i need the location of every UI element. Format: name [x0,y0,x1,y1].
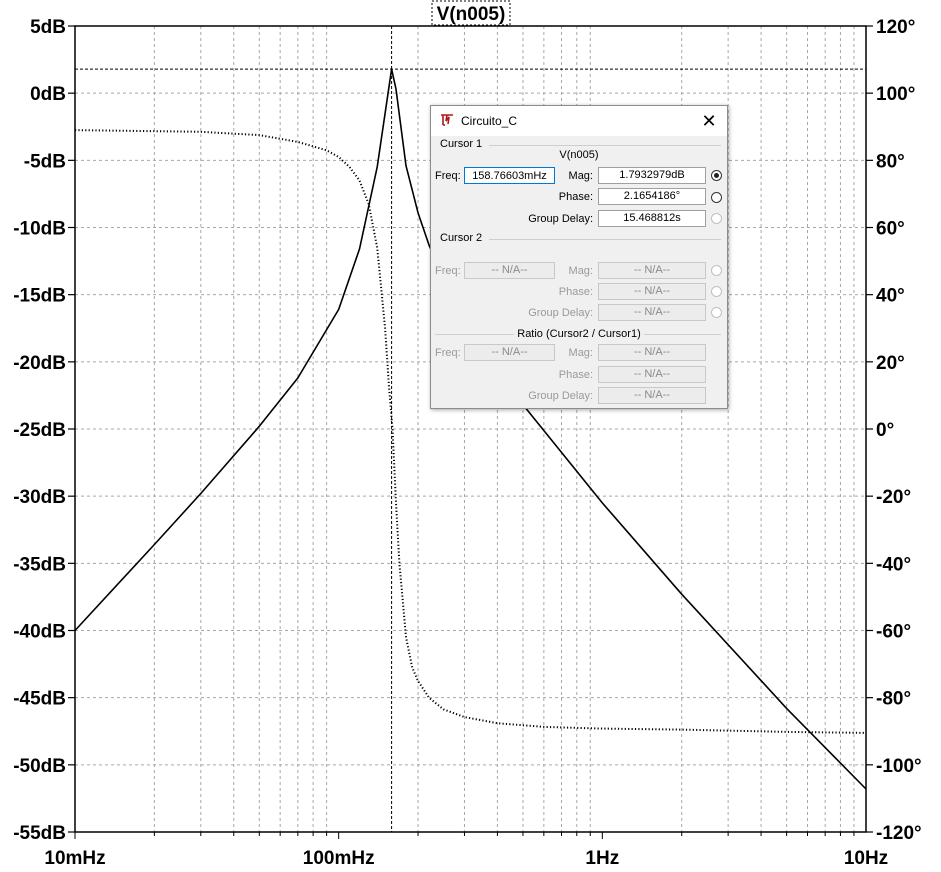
y-left-tick-label: -25dB [13,420,66,441]
y-right-tick-label: 60° [876,219,905,240]
cursor2-phase-radio[interactable] [711,286,722,297]
y-left-tick-label: 0dB [30,84,66,105]
cursor1-phase-label: Phase: [558,191,593,203]
y-left-tick-label: -30dB [13,487,66,508]
cursor2-group-delay-radio[interactable] [711,307,722,318]
y-left-tick-label: -50dB [13,756,66,777]
trace-title-box [431,0,511,26]
y-right-tick-label: 40° [876,286,905,307]
cursor1-group-delay-radio[interactable] [711,213,722,224]
y-left-tick-label: -45dB [13,689,66,710]
cursor1-mag-label: Mag: [568,170,593,182]
cursor1-mag-radio[interactable] [711,170,722,181]
ratio-phase-value: -- N/A-- [598,366,706,383]
cursor2-freq-value: -- N/A-- [464,262,555,279]
x-tick-label: 1Hz [585,848,619,869]
y-right-tick-label: -40° [876,554,911,575]
cursor2-mag-radio[interactable] [711,265,722,276]
magnitude-trace [74,68,867,790]
ratio-group-delay-label: Group Delay: [528,390,593,402]
y-right-tick-label: 120° [876,17,915,38]
dialog-title: Circuito_C [461,114,518,128]
series-layer [74,68,867,790]
cursor1-heading: Cursor 1 [440,138,483,150]
x-tick-label: 10Hz [844,848,888,869]
ratio-heading-text: Ratio (Cursor2 / Cursor1) [514,328,644,340]
y-left-tick-label: -20dB [13,353,66,374]
ratio-phase-label: Phase: [558,369,593,381]
cursor2-group-delay-label: Group Delay: [528,307,593,319]
axis-labels: 10mHz 100mHz 1Hz 10Hz 5dB 0dB -5dB -10dB -15dB -2… [13,17,921,869]
ratio-group-delay-value: -- N/A-- [598,387,706,404]
dialog-titlebar[interactable]: Circuito_C ✕ [431,106,727,136]
cursor-layer[interactable] [75,26,866,832]
cursor2-divider [489,239,721,240]
cursor1-divider [489,145,721,146]
cursor1-freq-input[interactable] [464,167,555,184]
y-right-tick-label: -100° [876,756,922,777]
y-right-tick-label: -60° [876,622,911,643]
cursor2-phase-label: Phase: [558,286,593,298]
y-right-tick-label: 0° [876,420,894,441]
cursor1-mag-value: 1.7932979dB [598,167,706,184]
ratio-mag-value: -- N/A-- [598,344,706,361]
y-left-tick-label: -40dB [13,622,66,643]
cursor2-mag-label: Mag: [568,265,593,277]
y-right-tick-label: -20° [876,487,911,508]
ratio-mag-label: Mag: [568,347,593,359]
cursor2-group-delay-value: -- N/A-- [598,304,706,321]
y-right-tick-label: 20° [876,353,905,374]
cursor1-trace-name: V(n005) [559,149,599,161]
x-tick-label: 10mHz [44,848,105,869]
ratio-heading: Ratio (Cursor2 / Cursor1) [431,328,727,340]
cursor-dialog[interactable]: Circuito_C ✕ Cursor 1 V(n005) Freq: Mag:… [430,105,728,409]
y-left-tick-label: -35dB [13,554,66,575]
ratio-freq-value: -- N/A-- [464,344,555,361]
close-button[interactable]: ✕ [699,111,719,131]
y-right-tick-label: -120° [876,823,922,844]
y-left-tick-label: 5dB [30,17,66,38]
ltspice-app-icon [441,114,453,126]
y-right-tick-label: 100° [876,84,915,105]
y-left-tick-label: -55dB [13,823,66,844]
axis-ticks [68,25,873,839]
cursor1-group-delay-label: Group Delay: [528,213,593,225]
ratio-freq-label: Freq: [435,347,461,359]
cursor1-group-delay-value: 15.468812s [598,210,706,227]
trace-title[interactable]: V(n005) [437,4,506,25]
cursor2-freq-label: Freq: [435,265,461,277]
cursor2-mag-value: -- N/A-- [598,262,706,279]
cursor2-phase-value: -- N/A-- [598,283,706,300]
close-icon: ✕ [701,111,717,131]
y-left-tick-label: -10dB [13,219,66,240]
x-tick-label: 100mHz [303,848,375,869]
cursor1-phase-value: 2.1654186° [598,188,706,205]
y-right-tick-label: 80° [876,151,905,172]
cursor1-freq-label: Freq: [435,170,461,182]
y-right-tick-label: -80° [876,689,911,710]
cursor1-phase-radio[interactable] [711,192,722,203]
y-left-tick-label: -15dB [13,286,66,307]
cursor2-heading: Cursor 2 [440,232,483,244]
y-left-tick-label: -5dB [24,151,66,172]
